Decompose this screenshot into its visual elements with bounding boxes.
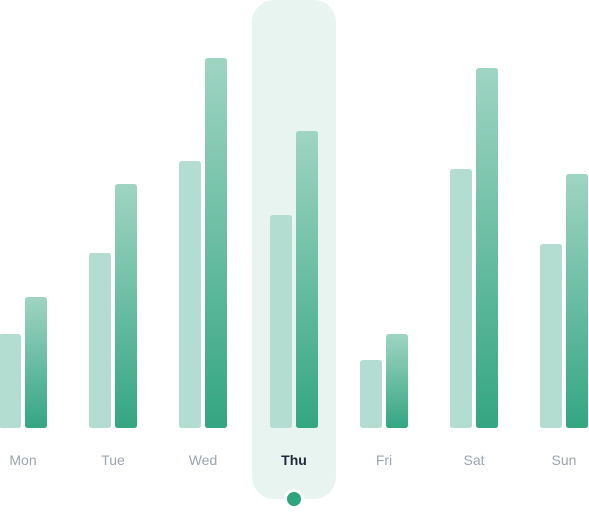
bar-series-2-mon[interactable] [25,297,47,428]
day-label-sun[interactable]: Sun [552,452,577,468]
highlight-column [252,0,336,499]
bar-series-1-tue[interactable] [89,253,111,428]
day-label-wed[interactable]: Wed [189,452,218,468]
bar-series-2-wed[interactable] [205,58,227,428]
day-labels: Mon Tue Wed Thu Fri Sat Sun [9,452,576,468]
day-label-sat[interactable]: Sat [463,452,484,468]
selected-indicator-dot[interactable] [287,492,301,506]
bar-series-2-sat[interactable] [476,68,498,428]
bar-series-2-thu[interactable] [296,131,318,428]
selected-day-highlight [252,0,336,509]
bar-series-2-fri[interactable] [386,334,408,428]
bar-series-1-fri[interactable] [360,360,382,428]
bar-series-2-tue[interactable] [115,184,137,428]
day-label-thu[interactable]: Thu [281,452,307,468]
bar-series-1-wed[interactable] [179,161,201,428]
day-label-mon[interactable]: Mon [9,452,36,468]
day-label-fri[interactable]: Fri [376,452,392,468]
bars [0,58,588,428]
day-label-tue[interactable]: Tue [101,452,125,468]
bar-series-1-sat[interactable] [450,169,472,428]
bar-series-1-sun[interactable] [540,244,562,428]
bar-series-1-thu[interactable] [270,215,292,428]
bar-series-2-sun[interactable] [566,174,588,428]
bar-series-1-mon[interactable] [0,334,21,428]
